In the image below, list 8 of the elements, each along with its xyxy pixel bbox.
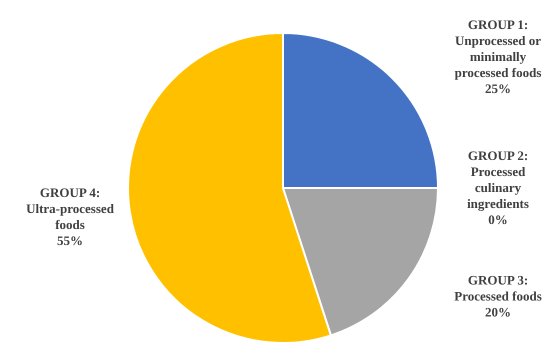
slice-label: GROUP 1: Unprocessed or minimally processed foods (454, 17, 542, 80)
slice-label: GROUP 4: Ultra-processed foods (26, 184, 115, 232)
data-label: 25% (485, 81, 511, 96)
data-label: 20% (485, 304, 511, 320)
text: 0% (488, 212, 508, 227)
slice-label: GROUP 3: Processed foods (454, 272, 542, 304)
data-label: 55% (57, 232, 83, 248)
category-label: GROUP 2: Processed culinary ingredients (467, 148, 529, 211)
